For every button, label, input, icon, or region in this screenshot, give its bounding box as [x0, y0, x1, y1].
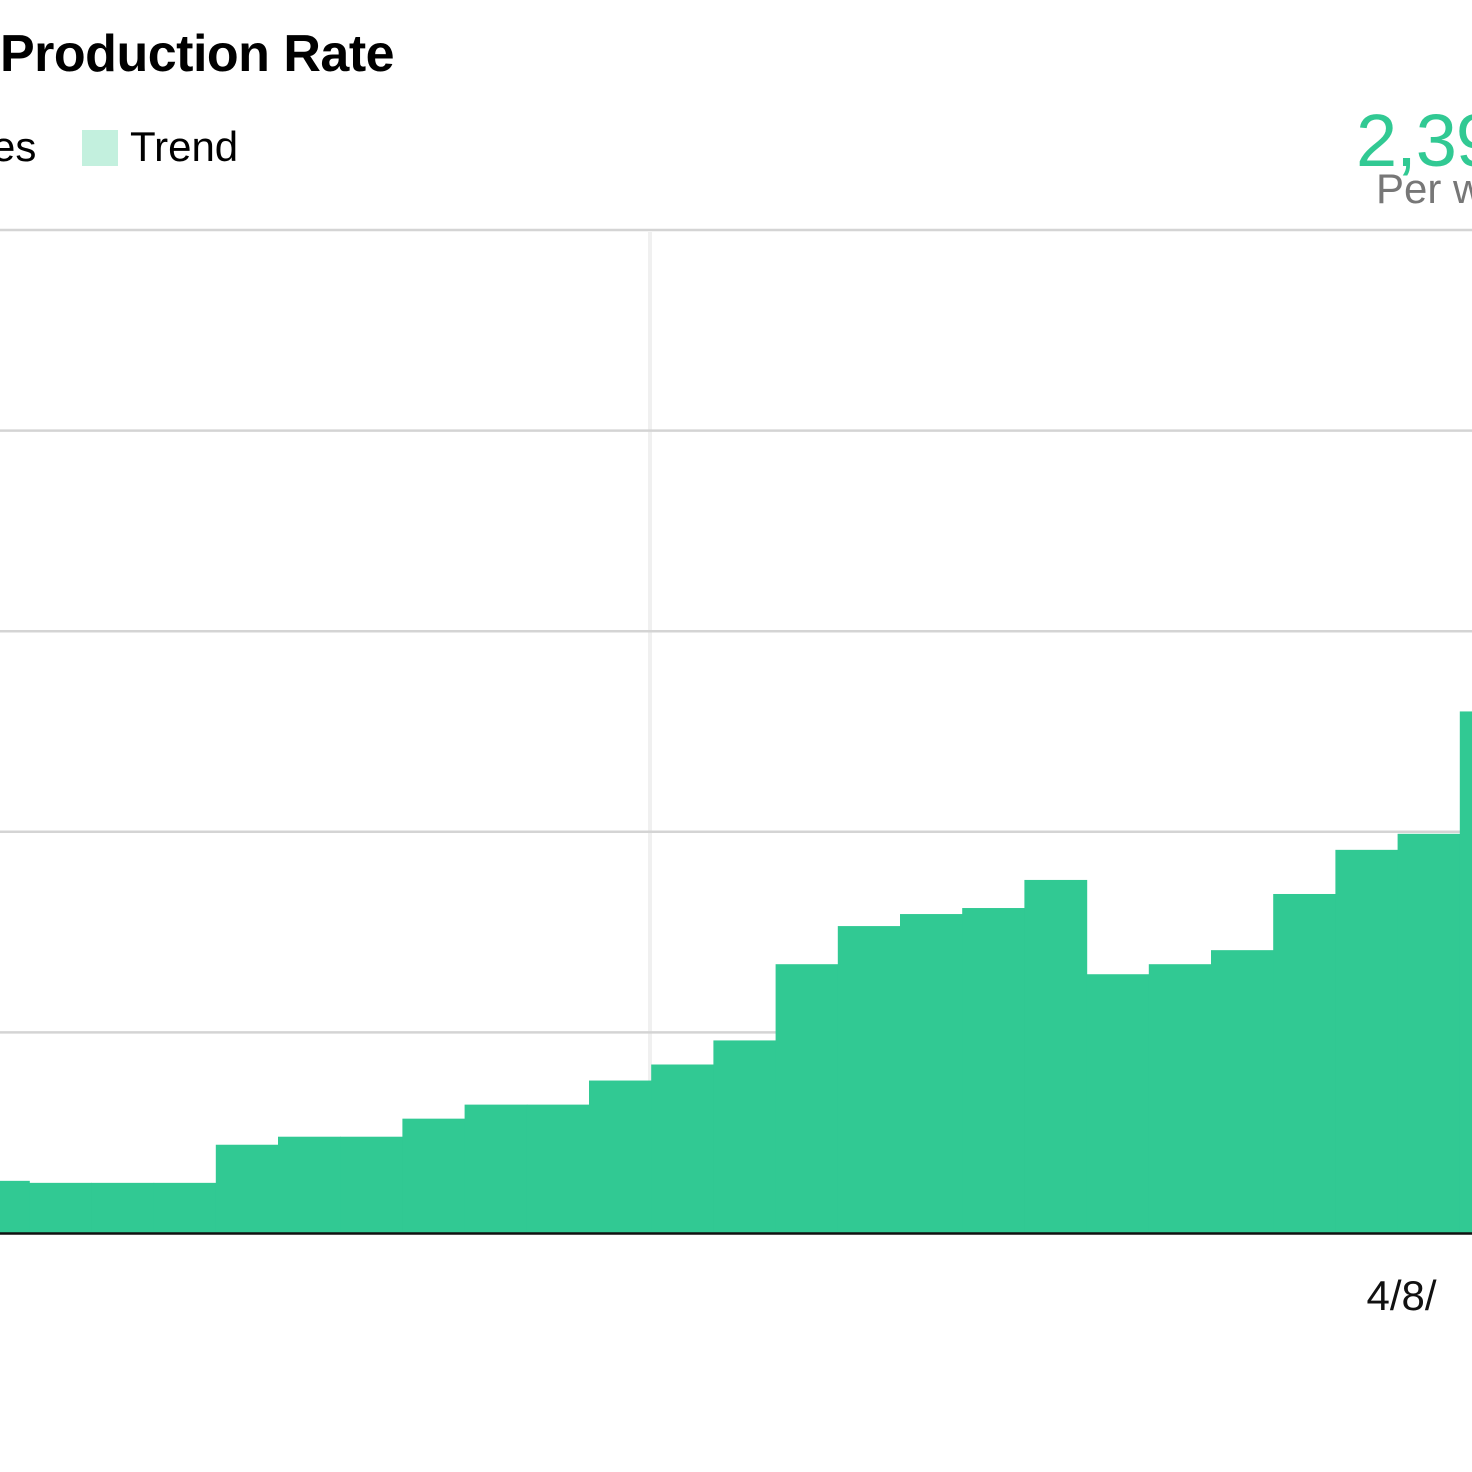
bar [526, 1104, 590, 1233]
bar [589, 1080, 652, 1233]
legend-label-trend: Trend [130, 123, 239, 170]
bar [0, 1180, 30, 1233]
x-tick-label: 4/8/ [1367, 1272, 1437, 1319]
legend: es Trend [0, 122, 400, 172]
legend-item-trend: Trend [82, 122, 302, 172]
bar [1459, 711, 1472, 1233]
bar [464, 1104, 528, 1233]
bar [713, 1040, 777, 1233]
bar [29, 1182, 92, 1233]
bar [91, 1182, 155, 1233]
bar [153, 1182, 217, 1233]
bar [1148, 964, 1212, 1233]
x-axis: 4/8/ [0, 1232, 1472, 1319]
bar [651, 1064, 714, 1233]
bar-series [0, 711, 1472, 1233]
chart-title: Production Rate [0, 25, 395, 83]
bar [1335, 849, 1399, 1233]
legend-label-bars: es [0, 123, 37, 170]
bar [340, 1136, 403, 1233]
bar [1211, 950, 1274, 1233]
legend-item-bars: es [0, 122, 52, 172]
bar [1397, 833, 1461, 1233]
bar [900, 914, 963, 1233]
bar [215, 1144, 279, 1233]
bar [837, 926, 901, 1233]
legend-swatch-trend [82, 130, 118, 166]
bar [962, 908, 1025, 1233]
bar [1024, 879, 1088, 1233]
stat-value: 2,39 [1356, 99, 1472, 182]
bar [775, 964, 839, 1233]
bar [1086, 974, 1150, 1233]
bar [402, 1118, 466, 1233]
grid-lines [0, 228, 1472, 1233]
bar [1273, 893, 1336, 1233]
stat-caption: Per w [1376, 165, 1472, 212]
bar [278, 1136, 341, 1233]
